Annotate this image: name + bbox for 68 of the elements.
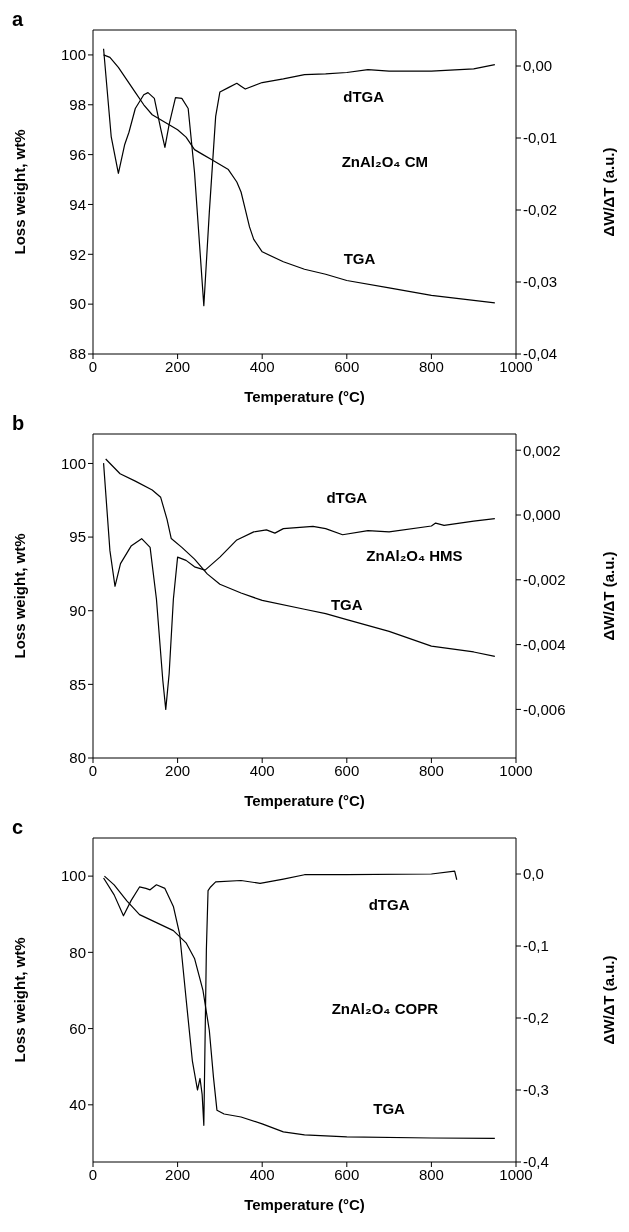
y-tick-label: 95 bbox=[69, 528, 86, 546]
x-tick-label: 600 bbox=[334, 357, 360, 375]
x-tick-label: 1000 bbox=[499, 761, 533, 779]
x-tick-label: 0 bbox=[88, 357, 98, 375]
x-tick-label: 600 bbox=[334, 1165, 360, 1183]
series-label: dTGA bbox=[343, 88, 385, 106]
x-tick-label: 800 bbox=[418, 357, 444, 375]
y-tick-label: 85 bbox=[69, 675, 86, 693]
x-axis-title: Temperature (°C) bbox=[244, 388, 365, 405]
x-axis-title: Temperature (°C) bbox=[244, 792, 365, 809]
y2-tick-label: -0,04 bbox=[523, 345, 558, 363]
series-label: TGA bbox=[373, 1100, 406, 1118]
y2-axis-title: ΔW/ΔT (a.u.) bbox=[600, 147, 618, 237]
y2-tick-label: 0,0 bbox=[523, 865, 544, 883]
annotation: ZnAl₂O₄ CM bbox=[341, 152, 429, 170]
y-tick-label: 94 bbox=[69, 195, 86, 213]
x-tick-label: 0 bbox=[88, 1165, 98, 1183]
x-tick-label: 200 bbox=[165, 357, 191, 375]
y-tick-label: 90 bbox=[69, 295, 86, 313]
x-tick-label: 400 bbox=[249, 761, 275, 779]
y-tick-label: 80 bbox=[69, 943, 86, 961]
y2-tick-label: 0,000 bbox=[523, 506, 561, 524]
y2-tick-label: 0,00 bbox=[523, 57, 553, 75]
y-tick-label: 100 bbox=[60, 454, 86, 472]
y-tick-label: 60 bbox=[69, 1019, 86, 1037]
y-axis-title: Loss weight, wt% bbox=[11, 937, 29, 1063]
y-tick-label: 88 bbox=[69, 345, 86, 363]
x-tick-label: 600 bbox=[334, 761, 360, 779]
y2-tick-label: -0,01 bbox=[523, 129, 558, 147]
y-tick-label: 90 bbox=[69, 602, 86, 620]
x-tick-label: 400 bbox=[249, 357, 275, 375]
x-axis-title: Temperature (°C) bbox=[244, 1196, 365, 1213]
y2-axis-title: ΔW/ΔT (a.u.) bbox=[600, 551, 618, 641]
y2-tick-label: -0,2 bbox=[523, 1009, 549, 1027]
y2-tick-label: -0,3 bbox=[523, 1081, 549, 1099]
y2-tick-label: -0,002 bbox=[523, 571, 566, 589]
series-label: TGA bbox=[330, 595, 363, 613]
series-label: TGA bbox=[343, 250, 376, 268]
x-tick-label: 0 bbox=[88, 761, 98, 779]
x-tick-label: 800 bbox=[418, 1165, 444, 1183]
series-label: dTGA bbox=[326, 488, 368, 506]
y-tick-label: 40 bbox=[69, 1096, 86, 1114]
y2-tick-label: -0,02 bbox=[523, 201, 558, 219]
annotation: ZnAl₂O₄ COPR bbox=[331, 999, 439, 1017]
x-tick-label: 200 bbox=[165, 1165, 191, 1183]
y2-tick-label: -0,004 bbox=[523, 635, 566, 653]
y-tick-label: 100 bbox=[60, 867, 86, 885]
y-tick-label: 80 bbox=[69, 749, 86, 767]
y2-tick-label: -0,03 bbox=[523, 273, 558, 291]
x-tick-label: 200 bbox=[165, 761, 191, 779]
y-tick-label: 100 bbox=[60, 46, 86, 64]
chart-title: a bbox=[12, 8, 24, 30]
y-axis-title: Loss weight, wt% bbox=[11, 129, 29, 255]
y2-axis-title: ΔW/ΔT (a.u.) bbox=[600, 955, 618, 1045]
chart-title: c bbox=[12, 816, 24, 838]
y-axis-title: Loss weight, wt% bbox=[11, 533, 29, 659]
y-tick-label: 98 bbox=[69, 96, 86, 114]
y-tick-label: 92 bbox=[69, 245, 86, 263]
chart-title: b bbox=[12, 412, 25, 434]
y2-tick-label: 0,002 bbox=[523, 441, 561, 459]
series-label: dTGA bbox=[368, 896, 410, 914]
y2-tick-label: -0,4 bbox=[523, 1153, 549, 1171]
annotation: ZnAl₂O₄ HMS bbox=[366, 547, 463, 565]
y2-tick-label: -0,006 bbox=[523, 700, 566, 718]
y2-tick-label: -0,1 bbox=[523, 937, 549, 955]
y-tick-label: 96 bbox=[69, 145, 86, 163]
x-tick-label: 800 bbox=[418, 761, 444, 779]
x-tick-label: 400 bbox=[249, 1165, 275, 1183]
